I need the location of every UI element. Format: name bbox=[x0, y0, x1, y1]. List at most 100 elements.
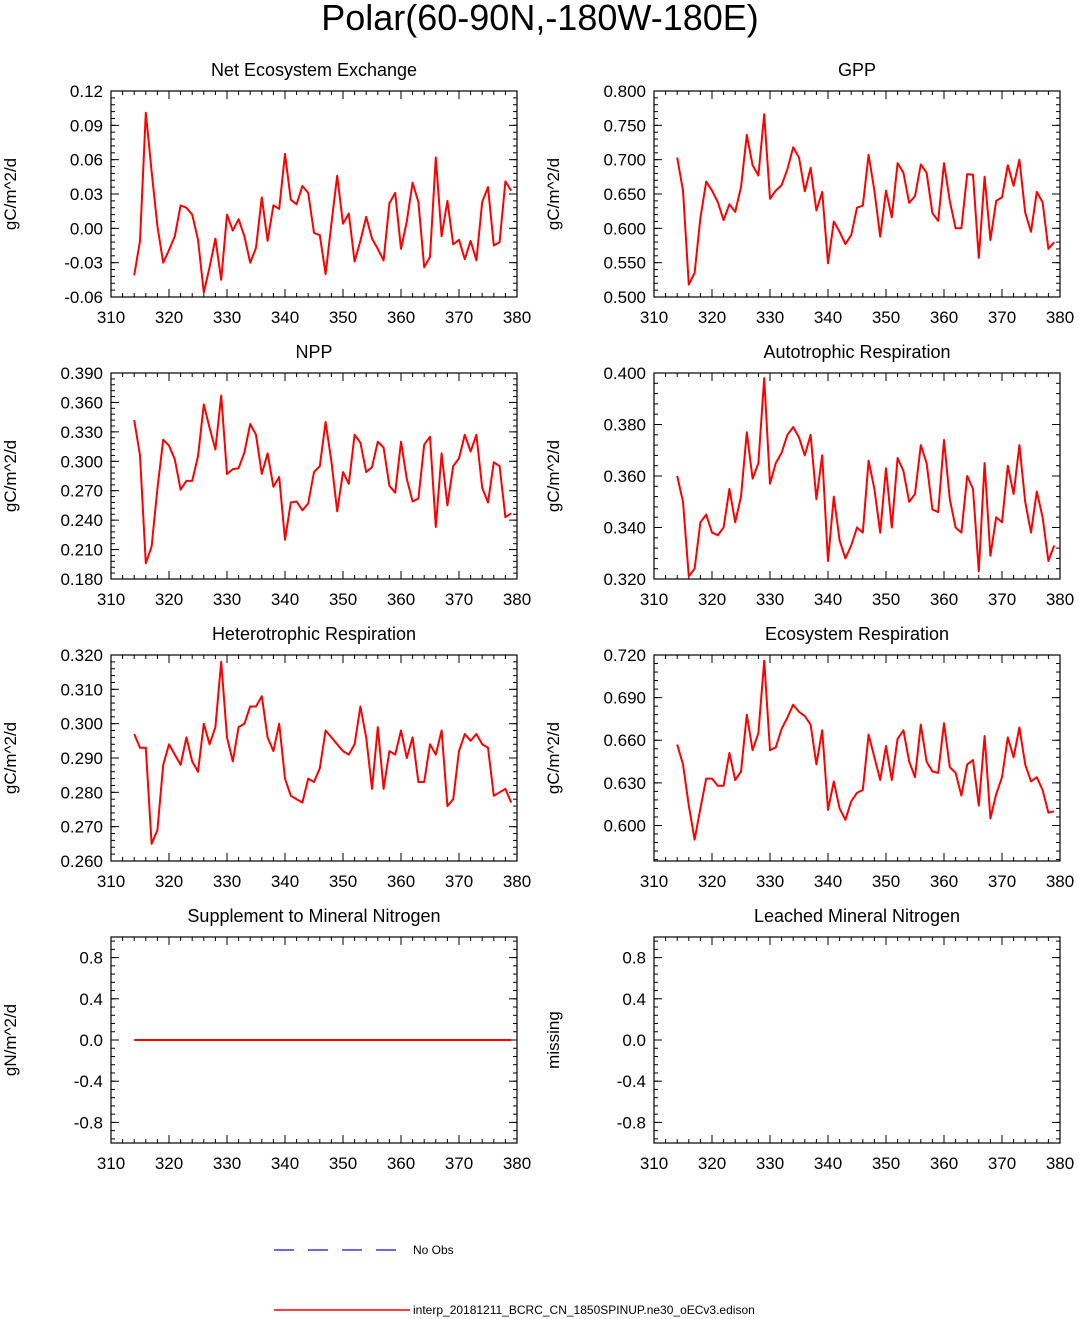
x-tick-label: 340 bbox=[271, 1154, 299, 1173]
y-axis-label: gC/m^2/d bbox=[1, 158, 20, 230]
y-tick-label: 0.270 bbox=[60, 818, 103, 837]
figure-title: Polar(60-90N,-180W-180E) bbox=[321, 0, 759, 38]
series-line-0 bbox=[133, 660, 513, 845]
x-tick-label: 330 bbox=[756, 590, 784, 609]
y-tick-label: 0.600 bbox=[603, 816, 646, 835]
y-tick-label: -0.8 bbox=[74, 1113, 103, 1132]
x-tick-label: 360 bbox=[930, 872, 958, 891]
y-tick-label: 0.340 bbox=[603, 519, 646, 538]
y-tick-label: 0.270 bbox=[60, 482, 103, 501]
plot-frame bbox=[653, 654, 1061, 862]
x-tick-label: 320 bbox=[698, 590, 726, 609]
x-tick-label: 340 bbox=[814, 1154, 842, 1173]
x-tick-label: 350 bbox=[872, 590, 900, 609]
y-axis-label: gC/m^2/d bbox=[1, 722, 20, 794]
x-tick-label: 370 bbox=[988, 308, 1016, 327]
x-tick-label: 310 bbox=[97, 308, 125, 327]
x-tick-label: 330 bbox=[213, 590, 241, 609]
x-tick-label: 330 bbox=[756, 1154, 784, 1173]
y-tick-label: 0.690 bbox=[603, 689, 646, 708]
y-tick-label: 0.4 bbox=[79, 990, 103, 1009]
panel-5: Ecosystem Respiration gC/m^2/d 310 320 330 34… bbox=[544, 624, 1074, 891]
y-tick-label: 0.800 bbox=[603, 82, 646, 101]
y-tick-label: 0.0 bbox=[622, 1031, 646, 1050]
y-tick-label: 0.660 bbox=[603, 731, 646, 750]
plot-frame bbox=[110, 90, 518, 298]
series-line-0 bbox=[133, 111, 513, 294]
x-tick-label: 340 bbox=[814, 590, 842, 609]
y-tick-label: 0.240 bbox=[60, 511, 103, 530]
y-axis-label: missing bbox=[544, 1011, 563, 1069]
x-tick-label: 350 bbox=[329, 308, 357, 327]
x-tick-label: 360 bbox=[387, 1154, 415, 1173]
panel-title: Autotrophic Respiration bbox=[763, 342, 950, 362]
x-tick-label: 340 bbox=[814, 872, 842, 891]
y-tick-label: 0.630 bbox=[603, 774, 646, 793]
x-tick-label: 310 bbox=[640, 872, 668, 891]
y-tick-label: -0.06 bbox=[64, 288, 103, 307]
y-tick-label: -0.4 bbox=[617, 1072, 646, 1091]
y-tick-label: 0.550 bbox=[603, 254, 646, 273]
series-line-0 bbox=[676, 659, 1055, 841]
y-tick-label: 0.600 bbox=[603, 219, 646, 238]
panel-title: NPP bbox=[295, 342, 332, 362]
y-tick-label: 0.500 bbox=[603, 288, 646, 307]
y-tick-label: 0.650 bbox=[603, 185, 646, 204]
y-tick-label: 0.310 bbox=[60, 680, 103, 699]
panel-2: NPP gC/m^2/d 310 320 330 340 350 360 370 380 0.180… bbox=[1, 342, 531, 609]
x-tick-label: 350 bbox=[329, 1154, 357, 1173]
y-tick-label: 0.0 bbox=[79, 1031, 103, 1050]
panel-4: Heterotrophic Respiration gC/m^2/d 310 320 3… bbox=[1, 624, 531, 891]
panel-title: Ecosystem Respiration bbox=[765, 624, 949, 644]
y-tick-label: 0.320 bbox=[60, 646, 103, 665]
y-axis-label: gC/m^2/d bbox=[544, 722, 563, 794]
x-tick-label: 380 bbox=[503, 590, 531, 609]
y-axis-label: gC/m^2/d bbox=[1, 440, 20, 512]
y-tick-label: 0.260 bbox=[60, 852, 103, 871]
y-tick-label: 0.09 bbox=[70, 116, 103, 135]
panel-1: GPP gC/m^2/d 310 320 330 340 350 360 370 380 0.500… bbox=[544, 60, 1074, 327]
x-tick-label: 370 bbox=[445, 1154, 473, 1173]
y-tick-label: 0.8 bbox=[622, 949, 646, 968]
y-axis-label: gC/m^2/d bbox=[544, 440, 563, 512]
y-tick-label: 0.12 bbox=[70, 82, 103, 101]
series-line-0 bbox=[676, 113, 1055, 286]
y-tick-label: 0.400 bbox=[603, 364, 646, 383]
y-tick-label: 0.8 bbox=[79, 949, 103, 968]
x-tick-label: 330 bbox=[756, 308, 784, 327]
x-tick-label: 320 bbox=[155, 308, 183, 327]
x-tick-label: 370 bbox=[445, 308, 473, 327]
panel-title: Leached Mineral Nitrogen bbox=[754, 906, 960, 926]
y-tick-label: 0.360 bbox=[603, 467, 646, 486]
panel-0: Net Ecosystem Exchange gC/m^2/d 310 320 330 3… bbox=[1, 60, 531, 327]
x-tick-label: 310 bbox=[640, 308, 668, 327]
plot-frame bbox=[653, 372, 1061, 580]
y-tick-label: 0.390 bbox=[60, 364, 103, 383]
x-tick-label: 310 bbox=[97, 872, 125, 891]
x-tick-label: 310 bbox=[97, 1154, 125, 1173]
x-tick-label: 330 bbox=[213, 1154, 241, 1173]
x-tick-label: 340 bbox=[814, 308, 842, 327]
x-tick-label: 320 bbox=[155, 872, 183, 891]
x-tick-label: 330 bbox=[213, 308, 241, 327]
panel-3: Autotrophic Respiration gC/m^2/d 310 320 330… bbox=[544, 342, 1074, 609]
y-tick-label: 0.180 bbox=[60, 570, 103, 589]
x-tick-label: 360 bbox=[387, 872, 415, 891]
x-tick-label: 320 bbox=[155, 1154, 183, 1173]
x-tick-label: 320 bbox=[698, 1154, 726, 1173]
y-tick-label: 0.280 bbox=[60, 783, 103, 802]
x-tick-label: 350 bbox=[872, 872, 900, 891]
x-tick-label: 310 bbox=[640, 1154, 668, 1173]
legend: No Obs interp_20181211_BCRC_CN_1850SPINU… bbox=[274, 1243, 755, 1317]
y-tick-label: 0.06 bbox=[70, 151, 103, 170]
legend-model-label: interp_20181211_BCRC_CN_1850SPINUP.ne30_… bbox=[413, 1303, 755, 1317]
plot-frame bbox=[110, 372, 518, 580]
plot-frame bbox=[653, 90, 1061, 298]
x-tick-label: 320 bbox=[698, 872, 726, 891]
x-tick-label: 340 bbox=[271, 590, 299, 609]
y-tick-label: 0.320 bbox=[603, 570, 646, 589]
y-tick-label: 0.720 bbox=[603, 646, 646, 665]
x-tick-label: 350 bbox=[329, 872, 357, 891]
y-tick-label: 0.380 bbox=[603, 416, 646, 435]
